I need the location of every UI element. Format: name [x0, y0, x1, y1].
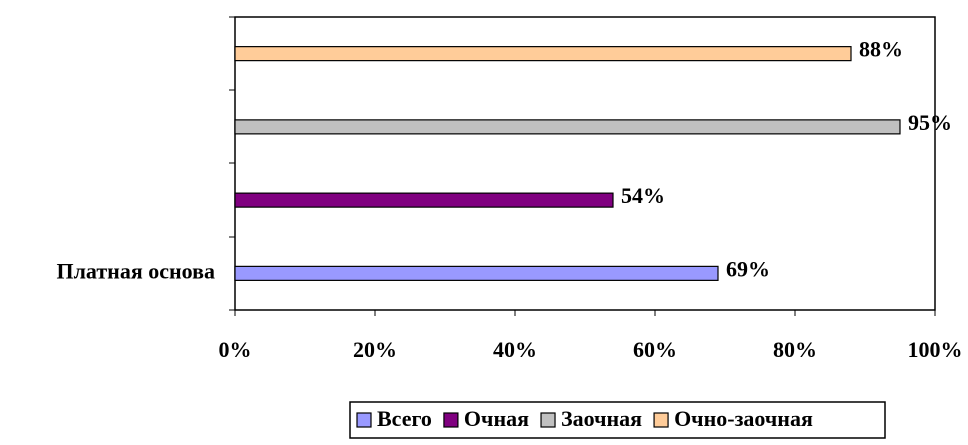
bar	[234, 119, 901, 135]
category-label: Платная основа	[56, 258, 215, 283]
bar	[234, 192, 614, 208]
value-label: 88%	[859, 37, 903, 62]
legend-swatch	[356, 412, 372, 428]
legend-label: Заочная	[561, 406, 642, 431]
legend-label: Очная	[464, 406, 529, 431]
legend-label: Всего	[377, 406, 432, 431]
x-tick-label: 80%	[773, 337, 817, 362]
x-tick-label: 20%	[353, 337, 397, 362]
legend-swatch	[540, 412, 556, 428]
legend-swatch	[653, 412, 669, 428]
x-tick-label: 0%	[219, 337, 252, 362]
value-label: 54%	[621, 183, 665, 208]
legend	[349, 401, 886, 439]
value-label: 95%	[908, 110, 952, 135]
value-label: 69%	[726, 256, 770, 281]
legend-swatch	[443, 412, 459, 428]
bar	[234, 46, 852, 62]
bar	[234, 265, 719, 281]
x-tick-label: 100%	[908, 337, 963, 362]
x-tick-label: 40%	[493, 337, 537, 362]
x-tick-label: 60%	[633, 337, 677, 362]
legend-label: Очно-заочная	[674, 406, 813, 431]
